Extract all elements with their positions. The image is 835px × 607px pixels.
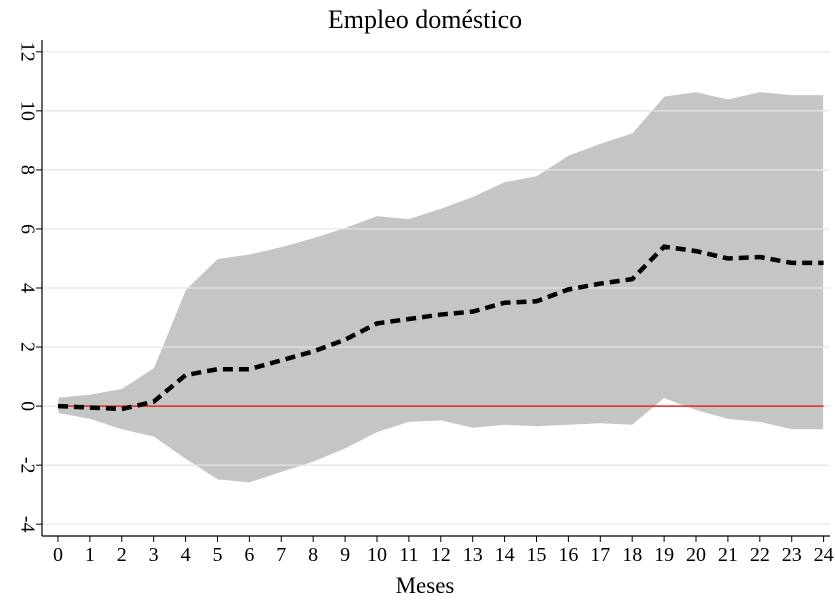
x-tick-label: 1 [85,544,95,566]
y-tick-label: 12 [16,42,38,62]
x-tick-label: 22 [750,544,770,566]
x-tick-label: 10 [367,544,387,566]
x-tick-label: 14 [495,544,515,566]
x-tick-label: 8 [308,544,318,566]
y-tick-label: 0 [16,401,38,411]
y-tick-label: 4 [16,283,38,293]
x-tick-label: 9 [340,544,350,566]
chart-title: Empleo doméstico [328,5,522,34]
x-tick-label: 6 [244,544,254,566]
x-tick-label: 15 [526,544,546,566]
x-axis-label: Meses [396,573,455,598]
x-tick-label: 19 [654,544,674,566]
estimate-line [57,244,824,412]
x-tick-label: 20 [686,544,706,566]
y-tick-label: 8 [16,165,38,175]
y-tick-label: -4 [16,516,38,533]
x-tick-label: 4 [181,544,191,566]
y-tick-label: 10 [16,101,38,121]
x-tick-label: 16 [558,544,578,566]
x-tick-label: 17 [590,544,610,566]
x-tick-label: 11 [399,544,418,566]
x-tick-label: 0 [53,544,63,566]
x-tick-label: 21 [718,544,738,566]
x-tick-label: 24 [814,544,834,566]
x-tick-label: 23 [782,544,802,566]
x-tick-label: 13 [463,544,483,566]
x-tick-label: 2 [117,544,127,566]
y-tick-label: -2 [16,457,38,474]
y-tick-label: 2 [16,342,38,352]
y-tick-label: 6 [16,224,38,234]
x-tick-label: 12 [431,544,451,566]
x-tick-label: 3 [149,544,159,566]
confidence-band [57,91,825,484]
x-tick-label: 7 [276,544,286,566]
x-tick-label: 5 [212,544,222,566]
x-tick-label: 18 [622,544,642,566]
